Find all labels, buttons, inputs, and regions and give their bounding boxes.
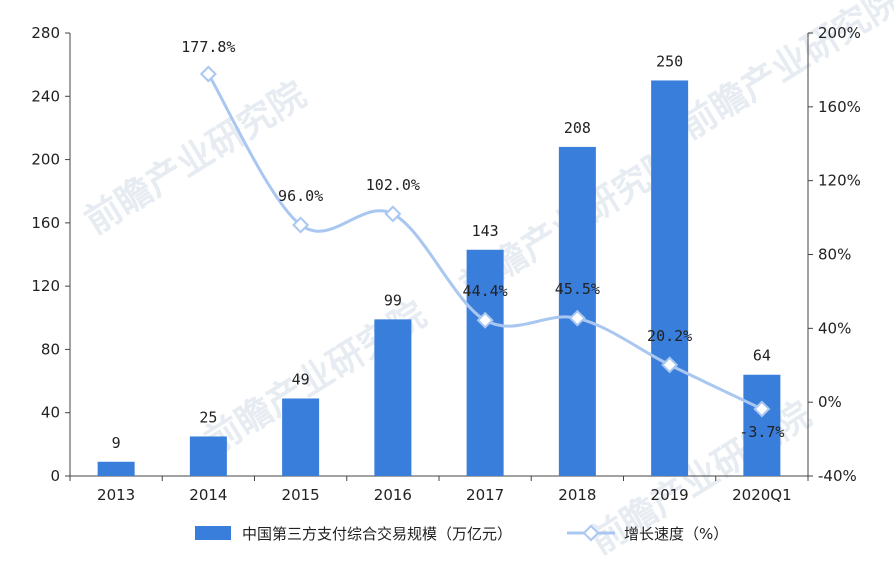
x-tick-label: 2020Q1 — [732, 486, 792, 504]
bar-value-label: 250 — [656, 52, 683, 70]
left-tick-label: 200 — [31, 151, 60, 169]
x-tick-label: 2013 — [97, 486, 135, 504]
line-marker — [661, 356, 679, 374]
right-tick-label: 200% — [818, 24, 861, 42]
x-tick-label: 2018 — [558, 486, 596, 504]
right-tick-label: -40% — [818, 467, 857, 485]
right-tick-label: 0% — [818, 393, 842, 411]
line-value-label: 177.8% — [181, 38, 235, 56]
line-value-label: 20.2% — [647, 327, 692, 345]
bar-series — [97, 80, 781, 476]
right-tick-label: 80% — [818, 246, 851, 264]
axes: 0 40 80 120 160 200 240 280 -40% 0% 40% 80% 120% 160%… — [31, 24, 861, 504]
line-value-label: -3.7% — [739, 423, 784, 441]
x-tick-label: 2017 — [466, 486, 504, 504]
legend-line-marker — [582, 524, 600, 542]
legend-line-label: 增长速度（%） — [624, 525, 728, 543]
line-value-label: 44.4% — [463, 282, 508, 300]
line-marker — [476, 311, 494, 329]
right-tick-label: 120% — [818, 172, 861, 190]
legend-bar-label: 中国第三方支付综合交易规模（万亿元） — [242, 525, 512, 543]
line-marker — [199, 65, 217, 83]
bar — [97, 461, 135, 476]
bar-value-label: 208 — [564, 119, 591, 137]
right-tick-label: 40% — [818, 319, 851, 337]
bar — [743, 374, 781, 476]
legend: 中国第三方支付综合交易规模（万亿元） 增长速度（%） — [195, 524, 728, 543]
bar-value-label: 25 — [199, 408, 217, 426]
left-tick-label: 240 — [31, 87, 60, 105]
left-tick-label: 40 — [41, 404, 60, 422]
bar-value-label: 49 — [292, 370, 310, 388]
bar-value-label: 143 — [472, 222, 499, 240]
right-tick-label: 160% — [818, 98, 861, 116]
line-value-label: 45.5% — [555, 280, 600, 298]
line-series — [199, 65, 771, 418]
watermark-text: 前瞻产业研究院 — [673, 0, 894, 148]
line-marker — [384, 205, 402, 223]
x-tick-label: 2014 — [189, 486, 227, 504]
line-marker — [568, 309, 586, 327]
left-tick-label: 280 — [31, 24, 60, 42]
line-value-label: 102.0% — [366, 176, 420, 194]
line-marker — [292, 216, 310, 234]
bar — [466, 249, 504, 476]
left-tick-label: 80 — [41, 340, 60, 358]
x-tick-label: 2016 — [374, 486, 412, 504]
bar — [282, 398, 320, 476]
left-tick-label: 120 — [31, 277, 60, 295]
bar — [651, 80, 689, 476]
left-tick-label: 160 — [31, 214, 60, 232]
legend-bar-swatch — [195, 526, 231, 540]
bar — [189, 436, 227, 476]
bar-value-label: 99 — [384, 291, 402, 309]
x-tick-label: 2015 — [282, 486, 320, 504]
left-tick-label: 0 — [50, 467, 60, 485]
data-labels: 9 25 49 99 143 208 250 64 177.8% 96.0% 102.0% 44.4%… — [112, 38, 785, 452]
line-marker — [753, 400, 771, 418]
bar-value-label: 64 — [753, 347, 771, 365]
x-tick-label: 2019 — [651, 486, 689, 504]
line-value-label: 96.0% — [278, 187, 323, 205]
watermark-text: 前瞻产业研究院 — [78, 74, 313, 242]
bar — [374, 319, 412, 476]
bar-value-label: 9 — [112, 434, 121, 452]
